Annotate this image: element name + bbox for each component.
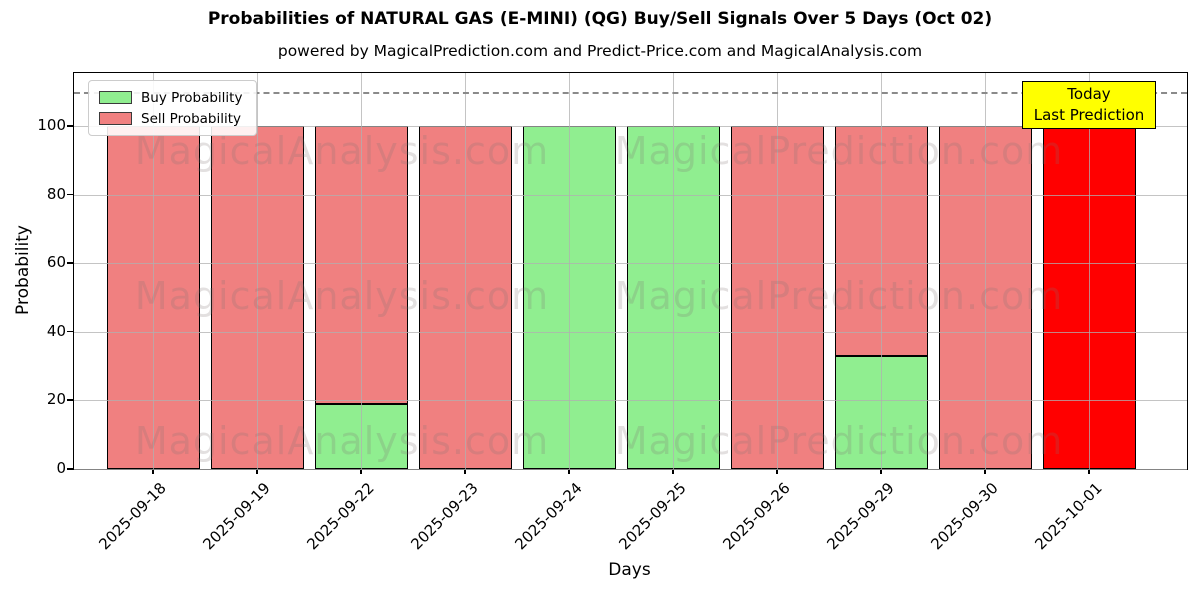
watermark-text: MagicalAnalysis.com — [134, 419, 550, 463]
y-tick-mark — [67, 193, 73, 196]
v-gridline — [569, 73, 570, 469]
x-tick-mark — [672, 469, 674, 474]
x-tick-mark — [880, 469, 882, 474]
x-tick-mark — [776, 469, 778, 474]
plot-area: Buy Probability Sell Probability Today La… — [73, 72, 1188, 470]
v-gridline — [985, 73, 986, 469]
x-tick-label: 2025-09-26 — [719, 479, 794, 554]
h-gridline — [74, 469, 1187, 470]
today-annotation-line1: Today — [1067, 85, 1111, 103]
watermark-text: MagicalPrediction.com — [614, 129, 1064, 173]
y-tick-mark — [67, 125, 73, 127]
x-tick-label: 2025-09-29 — [823, 479, 898, 554]
x-axis-label: Days — [608, 560, 651, 580]
v-gridline — [1089, 73, 1090, 469]
x-tick-label: 2025-09-23 — [407, 479, 482, 554]
y-tick-mark — [67, 399, 73, 401]
h-gridline — [74, 194, 1187, 196]
x-tick-label: 2025-09-24 — [511, 479, 586, 554]
x-tick-label: 2025-09-19 — [199, 479, 274, 554]
x-tick-mark — [256, 469, 258, 474]
dashed-threshold-line — [74, 91, 1187, 94]
watermark-text: MagicalAnalysis.com — [134, 129, 550, 173]
x-tick-mark — [568, 469, 570, 474]
today-annotation: Today Last Prediction — [1022, 81, 1156, 129]
x-tick-label: 2025-09-25 — [615, 479, 690, 554]
y-tick-label: 20 — [46, 390, 66, 409]
h-gridline — [74, 126, 1187, 128]
legend-label-sell: Sell Probability — [141, 110, 242, 127]
x-tick-label: 2025-10-01 — [1031, 479, 1106, 554]
h-gridline — [74, 331, 1187, 333]
v-gridline — [673, 73, 674, 469]
chart-title: Probabilities of NATURAL GAS (E-MINI) (Q… — [207, 9, 993, 29]
v-gridline — [777, 73, 778, 469]
legend-item-buy: Buy Probability — [99, 87, 242, 108]
today-annotation-line2: Last Prediction — [1033, 106, 1145, 124]
y-tick-label: 60 — [46, 253, 66, 272]
watermark-text: MagicalAnalysis.com — [134, 274, 550, 318]
x-tick-mark — [360, 469, 362, 474]
x-tick-label: 2025-09-18 — [95, 479, 170, 554]
y-tick-label: 0 — [56, 459, 66, 477]
watermark-text: MagicalPrediction.com — [614, 419, 1064, 463]
x-tick-mark — [152, 469, 154, 474]
x-tick-mark — [984, 469, 986, 474]
y-tick-mark — [67, 468, 73, 470]
x-tick-mark — [1088, 469, 1090, 474]
y-tick-label: 100 — [37, 116, 66, 135]
y-tick-label: 80 — [46, 184, 66, 203]
y-tick-mark — [67, 262, 73, 264]
v-gridline — [257, 73, 258, 469]
legend: Buy Probability Sell Probability — [88, 80, 258, 136]
x-tick-label: 2025-09-30 — [927, 479, 1002, 554]
buy-swatch — [99, 91, 132, 104]
h-gridline — [74, 263, 1187, 265]
x-tick-mark — [464, 469, 466, 474]
legend-item-sell: Sell Probability — [99, 108, 242, 129]
sell-swatch — [99, 112, 132, 125]
legend-label-buy: Buy Probability — [141, 89, 243, 106]
v-gridline — [153, 73, 154, 469]
y-tick-mark — [67, 330, 73, 333]
y-tick-label: 40 — [46, 321, 66, 340]
v-gridline — [361, 73, 362, 469]
chart-subtitle: powered by MagicalPrediction.com and Pre… — [277, 42, 923, 60]
x-tick-label: 2025-09-22 — [303, 479, 378, 554]
h-gridline — [74, 400, 1187, 402]
watermark-text: MagicalPrediction.com — [614, 274, 1064, 318]
v-gridline — [465, 73, 466, 469]
v-gridline — [881, 73, 882, 469]
